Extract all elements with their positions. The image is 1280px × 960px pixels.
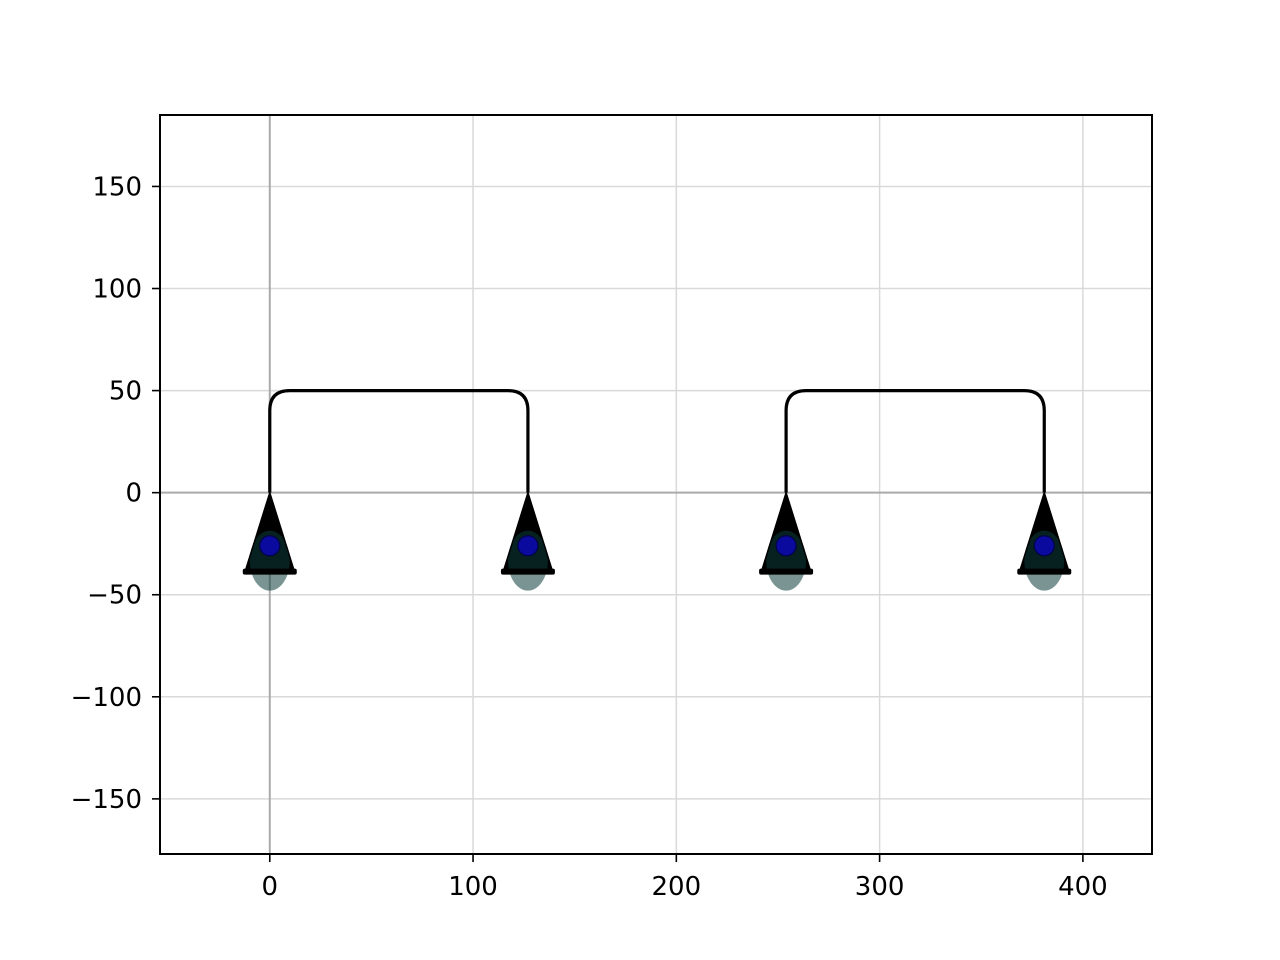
support-marker (259, 535, 281, 557)
y-tick-label: 100 (92, 275, 142, 305)
support-base (759, 568, 814, 575)
y-axis-ticks: 150 100 50 0 −50 −100 −150 (71, 172, 160, 815)
support-base (500, 568, 555, 575)
frame (268, 388, 530, 493)
support-marker (775, 535, 797, 557)
support-base (242, 568, 297, 575)
zero-axis-lines (160, 115, 1152, 854)
y-tick-label: 0 (125, 479, 142, 509)
support-marker (517, 535, 539, 557)
support (759, 490, 814, 591)
x-tick-label: 300 (855, 872, 905, 902)
y-tick-label: −150 (71, 785, 142, 815)
support (242, 490, 297, 591)
support (500, 490, 555, 591)
x-tick-label: 400 (1058, 872, 1108, 902)
supports (242, 490, 1072, 591)
plot-border (159, 114, 1153, 855)
frames (268, 388, 1046, 493)
support-marker (1033, 535, 1055, 557)
y-tick-label: 150 (92, 172, 142, 202)
x-axis-ticks: 0 100 200 300 400 (261, 854, 1108, 902)
y-tick-label: −50 (87, 581, 142, 611)
grid-lines (160, 115, 1152, 854)
support (1017, 490, 1072, 591)
x-tick-label: 100 (448, 872, 498, 902)
support-base (1017, 568, 1072, 575)
frame (784, 388, 1046, 493)
x-tick-label: 200 (652, 872, 702, 902)
y-tick-label: −100 (71, 683, 142, 713)
y-tick-label: 50 (109, 377, 142, 407)
x-tick-label: 0 (261, 872, 278, 902)
